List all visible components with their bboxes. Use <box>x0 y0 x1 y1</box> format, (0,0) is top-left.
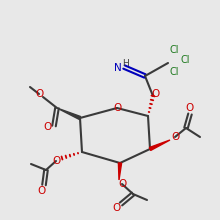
Text: Cl: Cl <box>169 67 179 77</box>
Polygon shape <box>57 108 81 119</box>
Text: Cl: Cl <box>180 55 190 65</box>
Text: O: O <box>37 186 45 196</box>
Text: O: O <box>186 103 194 113</box>
Text: H: H <box>122 59 128 68</box>
Polygon shape <box>149 140 170 150</box>
Text: N: N <box>114 63 122 73</box>
Text: O: O <box>43 122 51 132</box>
Text: O: O <box>171 132 179 142</box>
Text: O: O <box>152 89 160 99</box>
Text: O: O <box>35 89 43 99</box>
Text: O: O <box>118 179 126 189</box>
Polygon shape <box>118 163 122 180</box>
Text: Cl: Cl <box>169 45 179 55</box>
Text: O: O <box>112 203 120 213</box>
Text: O: O <box>113 103 121 113</box>
Text: O: O <box>52 156 60 166</box>
